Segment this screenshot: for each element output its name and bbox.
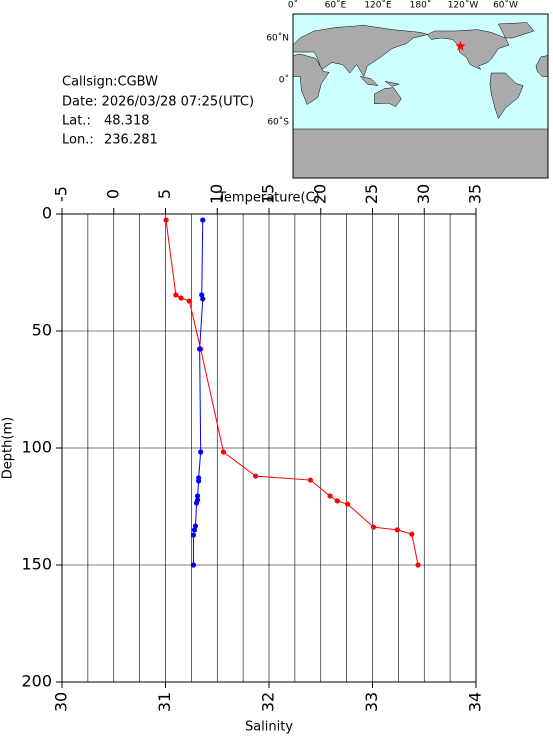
map-land [359,76,379,86]
profile-point [394,527,400,533]
x-tick-label: 34 [466,692,485,712]
profile-point [194,493,201,499]
profile-point [409,531,415,537]
map-land [427,29,510,71]
x-tick-label: 33 [362,692,381,712]
map-lat-label: 0˚ [279,75,289,86]
map-lon-label: 120˚E [364,0,392,11]
map-land [292,25,429,78]
x2-tick-label: 35 [466,184,485,204]
x-tick-label: 31 [155,692,174,712]
profile-point [307,477,313,483]
map-lat-label: 60˚N [266,33,289,44]
x2-axis-label: Temperature(C) [217,191,320,206]
map-frame [292,13,549,179]
profile-point [199,292,205,298]
map-lon-label: 60˚E [325,0,347,11]
profile-point [198,449,204,455]
y-axis-label: Depth(m) [1,417,16,479]
profile-point [192,523,199,529]
lat-label: Lat.: [62,114,91,129]
callsign: Callsign:CGBW [62,75,158,90]
map-lat-label: 60˚S [267,117,289,128]
profile-point [190,562,197,568]
x2-tick-label: 15 [259,184,278,204]
station-marker [455,40,466,51]
profile-point [173,292,179,298]
x2-tick-label: 5 [155,189,174,199]
y-tick-label: 100 [21,438,52,457]
profile-point [196,478,202,484]
map-land [498,22,535,39]
x-tick-label: 30 [52,692,71,712]
profile-point [415,562,421,568]
map-land [374,87,402,107]
x2-tick-label: 10 [207,184,226,204]
lon-label: Lon.: [62,133,94,148]
x2-tick-label: 25 [362,184,381,204]
x2-tick-label: -5 [52,186,71,202]
profile-point [193,500,200,506]
profile-point [252,473,259,479]
profile-point [334,498,340,504]
x2-tick-label: 0 [103,189,122,199]
profile-point [197,346,203,352]
profile-point [200,217,206,223]
lon-value: 236.281 [104,133,158,148]
date: Date: 2026/03/28 07:25(UTC) [62,95,254,110]
map-lon-label: 180˚ [410,0,432,11]
profile-point [345,501,351,507]
x-tick-label: 32 [259,692,278,712]
map-land [292,53,330,105]
map-lon-label: 60˚W [493,0,518,11]
map-land [292,128,549,179]
x2-tick-label: 20 [310,184,329,204]
profile-point [220,449,227,455]
y-tick-label: 150 [21,555,52,574]
profile-point [370,524,377,530]
profile-point [163,217,169,223]
map-land [384,81,400,87]
profile-point [190,532,197,538]
lat-value: 48.318 [104,114,150,129]
x2-tick-label: 30 [414,184,433,204]
y-tick-label: 0 [42,204,52,223]
map-lon-label: 120˚W [448,0,479,11]
profile-point [186,298,192,304]
y-tick-label: 50 [32,321,52,340]
map-lon-label: 0˚ [288,0,298,11]
x-axis-label: Salinity [245,720,293,735]
profile-point [200,296,206,302]
profile-point [327,493,333,499]
y-tick-label: 200 [21,672,52,691]
profile-point [178,295,184,301]
profile-point [191,527,198,533]
map-land [489,72,524,120]
